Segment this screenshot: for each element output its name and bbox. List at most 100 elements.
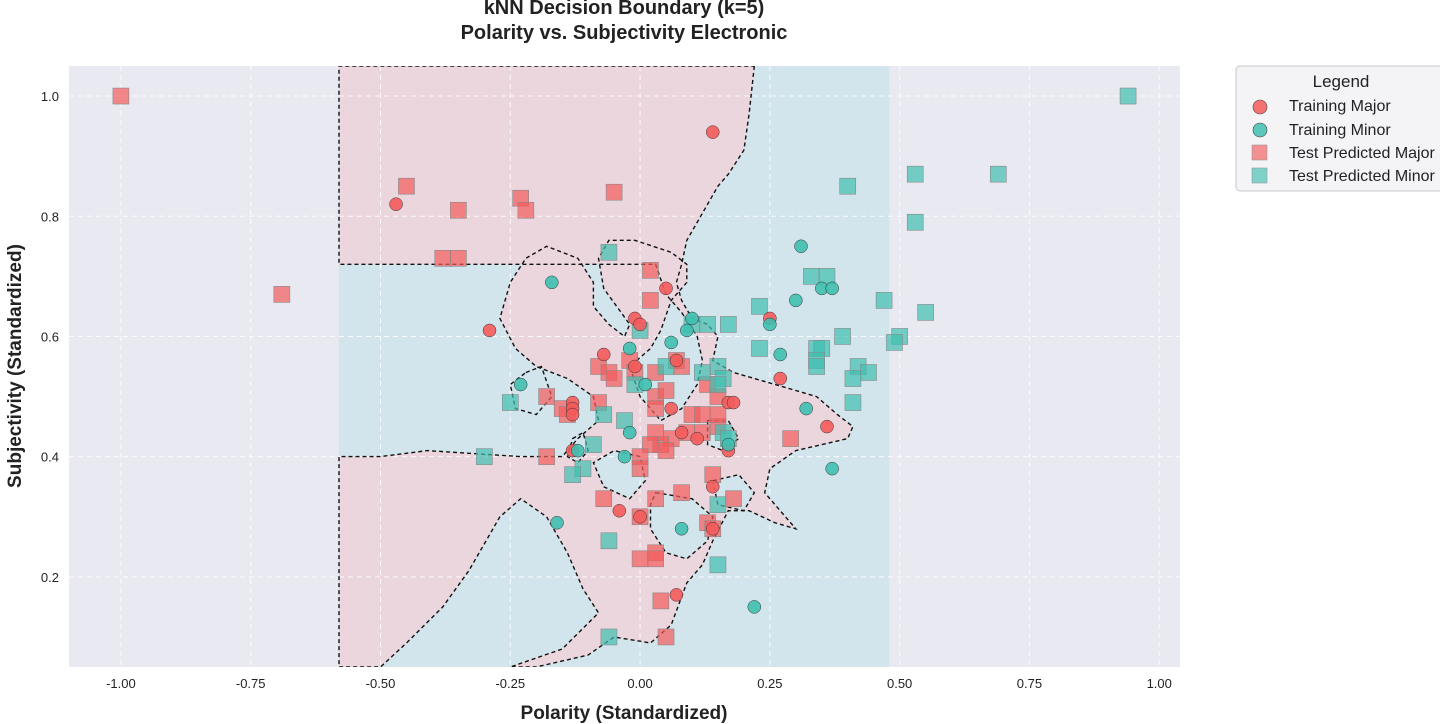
x-tick-label-2: -0.50: [366, 676, 396, 691]
x-tick-label-7: 0.75: [1017, 676, 1042, 691]
point-test-predicted-major-2: [398, 177, 415, 195]
point-training-minor-21: [721, 437, 736, 452]
point-training-minor-5: [685, 311, 699, 326]
x-axis-label: Polarity (Standardized): [521, 703, 728, 724]
point-training-major-5: [633, 317, 647, 332]
point-test-predicted-major-40: [538, 448, 555, 465]
point-test-predicted-minor-32: [844, 394, 862, 411]
x-tick-label-5: 0.25: [757, 676, 782, 691]
legend-box: [1235, 65, 1440, 192]
point-test-predicted-minor-12: [699, 316, 716, 333]
y-tick-label-0: 0.2: [41, 570, 59, 585]
boundary-line-island-3: [566, 431, 589, 464]
point-training-minor-11: [763, 317, 777, 332]
x-tick-label-0: -1.00: [106, 676, 136, 691]
point-test-predicted-major-1: [273, 286, 291, 303]
y-tick-label-3: 0.8: [41, 209, 59, 224]
x-tick-label-8: 1.00: [1147, 676, 1172, 691]
point-test-predicted-minor-28: [844, 370, 862, 387]
point-test-predicted-minor-15: [834, 328, 851, 345]
legend-label-training-minor: Training Minor: [1289, 122, 1391, 139]
point-test-predicted-major-26: [657, 382, 675, 399]
point-test-predicted-minor-4: [906, 213, 924, 231]
point-test-predicted-major-9: [642, 262, 659, 279]
point-training-major-22: [669, 588, 684, 602]
legend-marker-test-minor: [1251, 167, 1268, 184]
point-test-predicted-major-52: [652, 592, 670, 610]
legend-label-training-major: Training Major: [1289, 98, 1391, 115]
point-training-minor-4: [664, 335, 678, 350]
point-test-predicted-minor-41: [564, 466, 581, 483]
point-training-minor-10: [789, 293, 803, 308]
point-test-predicted-minor-5: [600, 244, 618, 261]
y-tick-label-4: 1.0: [41, 89, 59, 104]
x-tick-label-3: -0.25: [495, 676, 525, 691]
point-test-predicted-minor-10: [917, 304, 934, 321]
point-test-predicted-major-45: [725, 490, 742, 508]
point-training-minor-13: [799, 401, 813, 416]
point-test-predicted-minor-22: [808, 358, 825, 375]
point-test-predicted-major-29: [694, 406, 711, 423]
point-training-major-10: [565, 407, 580, 422]
point-training-major-18: [706, 479, 720, 494]
boundary-line-island-2: [509, 365, 553, 416]
legend-label-test-minor: Test Predicted Minor: [1289, 168, 1436, 185]
point-test-predicted-minor-6: [803, 268, 820, 285]
point-training-major-1: [389, 197, 403, 211]
point-training-major-13: [664, 401, 678, 416]
point-test-predicted-minor-3: [839, 177, 857, 195]
point-training-minor-9: [825, 281, 839, 296]
point-training-minor-7: [794, 239, 808, 254]
point-test-predicted-major-37: [657, 442, 675, 459]
point-training-major-7: [628, 359, 642, 374]
point-training-minor-3: [638, 377, 653, 392]
point-test-predicted-minor-45: [600, 628, 618, 646]
point-test-predicted-minor-33: [501, 394, 519, 411]
point-test-predicted-major-39: [631, 460, 649, 477]
point-test-predicted-major-0: [112, 87, 130, 105]
point-test-predicted-minor-20: [751, 340, 768, 357]
point-test-predicted-major-21: [538, 388, 555, 405]
point-training-minor-19: [674, 522, 689, 536]
y-axis-label: Subjectivity (Standardized): [5, 244, 26, 488]
x-tick-label-6: 0.50: [887, 676, 912, 691]
point-training-minor-20: [747, 600, 762, 614]
point-training-major-14: [674, 425, 689, 440]
point-test-predicted-minor-8: [875, 292, 893, 309]
point-training-minor-1: [513, 377, 528, 392]
point-test-predicted-major-13: [605, 370, 623, 387]
legend-marker-training-major: [1252, 99, 1268, 115]
point-training-major-6: [596, 347, 611, 362]
point-test-predicted-major-55: [709, 406, 727, 423]
legend-label-test-major: Test Predicted Major: [1289, 145, 1436, 162]
point-training-minor-0: [545, 275, 559, 290]
point-test-predicted-major-7: [434, 250, 452, 267]
point-test-predicted-minor-0: [1119, 87, 1137, 105]
point-test-predicted-major-53: [657, 628, 675, 646]
point-test-predicted-minor-43: [600, 532, 618, 550]
point-test-predicted-minor-44: [709, 556, 727, 574]
point-test-predicted-minor-39: [476, 448, 493, 465]
point-training-minor-6: [680, 323, 694, 338]
point-test-predicted-major-5: [517, 201, 535, 219]
x-axis-ticks: -1.00 -0.75 -0.50 -0.25 0.00 0.25 0.50 0.75 1.00: [106, 676, 1172, 691]
point-test-predicted-minor-42: [709, 496, 727, 514]
legend-marker-training-minor: [1252, 122, 1268, 138]
point-training-major-21: [706, 522, 720, 536]
point-test-predicted-major-54: [782, 430, 799, 447]
point-training-minor-18: [550, 516, 564, 530]
point-training-major-3: [659, 281, 673, 296]
point-test-predicted-major-51: [647, 550, 664, 568]
plot-area: [69, 66, 1180, 667]
legend-title: Legend: [1313, 72, 1370, 91]
point-test-predicted-major-43: [673, 484, 690, 502]
point-test-predicted-major-8: [450, 250, 467, 267]
point-test-predicted-major-41: [595, 490, 613, 508]
x-tick-label-1: -0.75: [236, 676, 266, 691]
point-training-major-19: [633, 510, 647, 524]
point-test-predicted-major-6: [605, 183, 623, 201]
point-training-minor-12: [773, 347, 787, 362]
point-test-predicted-minor-9: [751, 298, 768, 315]
point-training-minor-16: [617, 449, 632, 464]
